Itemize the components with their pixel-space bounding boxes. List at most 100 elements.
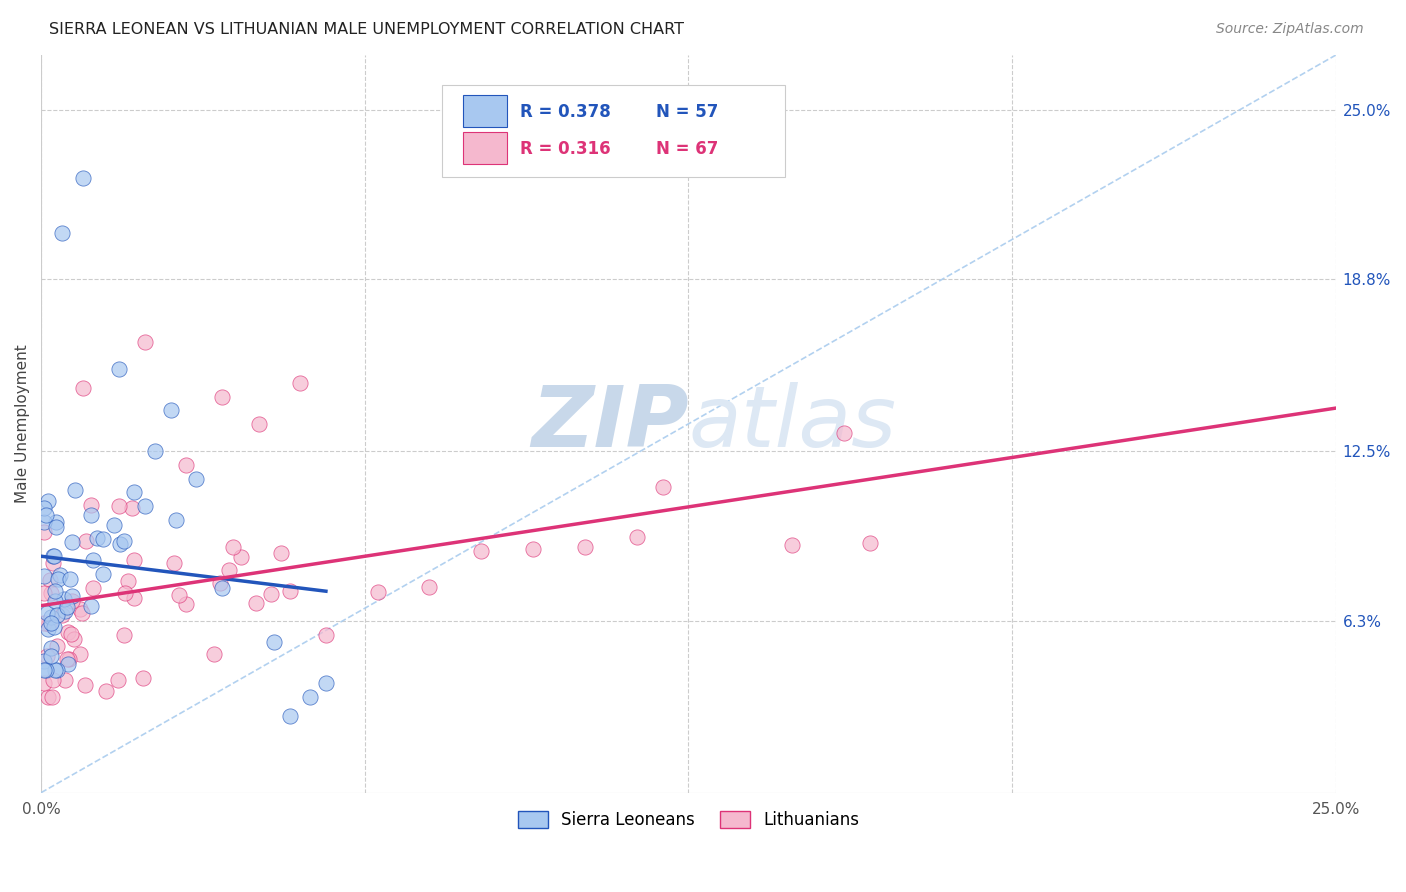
Point: [82, 581, 104, 595]
Point: [112, 534, 135, 549]
Point: [37, 494, 59, 508]
Y-axis label: Male Unemployment: Male Unemployment: [15, 344, 30, 503]
Point: [55, 673, 77, 688]
Point: [174, 598, 197, 612]
Point: [49, 568, 72, 582]
Point: [32, 676, 55, 690]
Point: [46, 572, 69, 586]
Point: [58, 651, 80, 665]
Point: [108, 537, 131, 551]
Point: [259, 587, 281, 601]
Point: [418, 580, 440, 594]
Point: [73, 678, 96, 692]
Point: [51, 226, 73, 240]
Point: [59, 627, 82, 641]
Point: [263, 635, 285, 649]
Text: SIERRA LEONEAN VS LITHUANIAN MALE UNEMPLOYMENT CORRELATION CHART: SIERRA LEONEAN VS LITHUANIAN MALE UNEMPL…: [49, 22, 685, 37]
Point: [202, 648, 225, 662]
Point: [45, 519, 67, 533]
Point: [56, 657, 79, 671]
FancyBboxPatch shape: [443, 85, 786, 177]
Point: [56, 599, 79, 614]
Point: [44, 583, 66, 598]
Point: [626, 530, 648, 544]
Point: [37, 622, 59, 636]
Point: [35, 663, 58, 677]
Point: [247, 417, 270, 431]
Point: [107, 362, 129, 376]
Point: [211, 581, 233, 595]
Text: atlas: atlas: [689, 383, 897, 466]
Point: [45, 608, 67, 623]
Point: [69, 602, 91, 616]
Point: [229, 549, 252, 564]
Point: [832, 425, 855, 440]
Point: [44, 663, 66, 677]
Point: [91, 567, 114, 582]
Point: [32, 524, 55, 539]
Point: [70, 606, 93, 620]
Point: [37, 690, 59, 704]
Point: [41, 616, 63, 631]
Point: [44, 515, 66, 529]
Point: [80, 498, 103, 512]
Point: [107, 499, 129, 513]
Point: [51, 608, 73, 623]
Point: [315, 628, 337, 642]
Point: [143, 444, 166, 458]
Point: [44, 619, 66, 633]
Point: [82, 553, 104, 567]
Point: [42, 549, 65, 563]
Point: [69, 647, 91, 661]
Text: N = 67: N = 67: [657, 140, 718, 158]
Point: [218, 562, 240, 576]
Point: [46, 663, 69, 677]
Point: [45, 639, 67, 653]
Point: [222, 540, 245, 554]
Point: [186, 471, 208, 485]
Text: R = 0.316: R = 0.316: [520, 140, 610, 158]
Point: [60, 594, 83, 608]
Point: [39, 574, 62, 588]
Point: [470, 544, 492, 558]
Point: [35, 508, 58, 522]
Point: [121, 500, 143, 515]
Point: [278, 709, 301, 723]
Text: N = 57: N = 57: [657, 103, 718, 121]
Point: [86, 531, 108, 545]
Point: [32, 663, 55, 677]
Point: [211, 390, 233, 404]
Point: [651, 480, 673, 494]
Point: [39, 649, 62, 664]
Point: [42, 549, 65, 563]
Point: [315, 676, 337, 690]
Point: [72, 171, 94, 186]
Point: [41, 690, 63, 704]
Point: [270, 546, 292, 560]
Point: [131, 671, 153, 685]
Point: [32, 615, 55, 630]
Point: [32, 654, 55, 668]
Point: [859, 535, 882, 549]
Point: [91, 532, 114, 546]
Point: [75, 534, 97, 549]
Point: [63, 632, 86, 646]
Point: [80, 508, 103, 522]
Point: [124, 485, 146, 500]
Point: [39, 586, 62, 600]
Point: [39, 640, 62, 655]
Point: [32, 515, 55, 529]
Point: [299, 690, 322, 704]
Point: [278, 583, 301, 598]
Point: [124, 553, 146, 567]
Point: [134, 334, 156, 349]
Point: [574, 540, 596, 554]
Text: ZIP: ZIP: [531, 383, 689, 466]
Point: [32, 586, 55, 600]
Point: [44, 593, 66, 607]
Point: [112, 628, 135, 642]
Text: R = 0.378: R = 0.378: [520, 103, 610, 121]
Point: [39, 610, 62, 624]
Point: [42, 673, 65, 687]
Point: [780, 538, 803, 552]
